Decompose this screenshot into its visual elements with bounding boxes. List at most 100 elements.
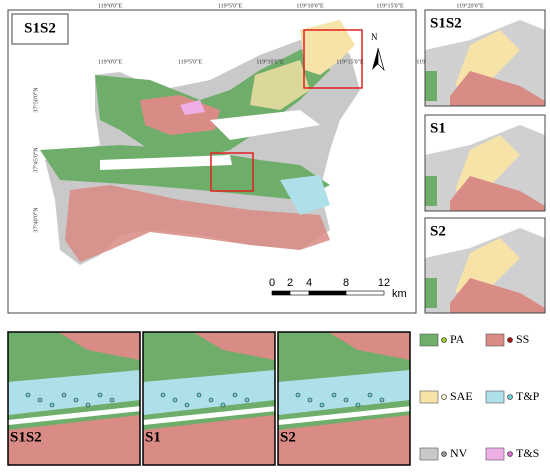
legend-dot — [507, 337, 513, 343]
top-coords: 119°0'0"E 119°5'0"E 119°10'0"E 119°15'0"E 11… — [98, 2, 484, 9]
tidal — [278, 370, 410, 415]
site — [172, 397, 178, 403]
legend-label: T&S — [516, 446, 539, 460]
salt — [450, 278, 545, 313]
panel-label: S1 — [145, 429, 161, 445]
legend-label: PA — [450, 332, 465, 346]
site — [232, 392, 238, 398]
inset-frame — [424, 114, 546, 212]
coord-label: 119°10'0"E — [256, 58, 284, 65]
legend-swatch — [419, 390, 439, 404]
site — [307, 397, 313, 403]
site — [37, 397, 43, 403]
inset-label: S1S2 — [430, 15, 462, 31]
legend-swatch — [485, 390, 505, 404]
road — [143, 406, 275, 425]
zoom-panel — [143, 332, 275, 465]
site — [184, 402, 190, 408]
site — [319, 402, 325, 408]
site — [220, 402, 226, 408]
legend-label: T&P — [516, 389, 540, 403]
panel-frame — [277, 331, 411, 466]
scale-tick: 2 — [287, 277, 293, 289]
veg — [425, 176, 437, 206]
tidal — [8, 370, 140, 415]
zoom-box — [210, 152, 254, 192]
inset — [425, 218, 545, 313]
legend-swatch — [485, 333, 505, 347]
site — [61, 392, 67, 398]
legend-dot — [507, 394, 513, 400]
zoom-panels: S1S2 S1 S2 — [7, 331, 411, 466]
salt — [143, 415, 275, 465]
coord-label: 119°5'0"E — [218, 2, 243, 9]
inset-label: S2 — [430, 223, 446, 239]
panel-frame — [142, 331, 276, 466]
site — [379, 397, 385, 403]
scale-segment — [308, 290, 347, 296]
map-label-box — [11, 13, 69, 45]
road — [278, 406, 410, 425]
site — [160, 392, 166, 398]
legend-label: NV — [450, 446, 468, 460]
site — [73, 397, 79, 403]
legend: PA SS SAE T&P NV T&S — [419, 332, 540, 461]
inset — [425, 115, 545, 211]
scale-segment — [345, 290, 385, 296]
north-arrow: N — [371, 32, 385, 72]
scale-segment — [289, 290, 310, 296]
zoom-panel — [278, 332, 410, 465]
site — [25, 392, 31, 398]
scale-tick: 4 — [306, 277, 312, 289]
inset-label: S1 — [430, 120, 446, 136]
coord-label: 119°15'0"E — [336, 58, 364, 65]
legend-dot — [441, 394, 447, 400]
scale-segment — [271, 290, 291, 296]
panel-label: S1S2 — [10, 429, 42, 445]
salt — [450, 71, 545, 106]
salt — [328, 332, 410, 360]
site — [85, 402, 91, 408]
site — [244, 397, 250, 403]
site — [49, 402, 55, 408]
legend-dot — [507, 451, 513, 457]
legend-swatch — [419, 333, 439, 347]
salt — [8, 415, 140, 465]
coord-label: 119°20'0"E — [456, 2, 484, 9]
salt — [193, 332, 275, 360]
salt — [278, 415, 410, 465]
north-label: N — [371, 32, 378, 42]
road — [8, 406, 140, 425]
salt — [450, 176, 545, 211]
site — [97, 392, 103, 398]
coord-label: 119°10'0"E — [296, 2, 324, 9]
scale-tick: 8 — [343, 277, 349, 289]
scale-unit: km — [392, 288, 407, 300]
coord-label: 119°15'0"E — [376, 2, 404, 9]
inset — [425, 10, 545, 106]
site — [343, 397, 349, 403]
legend-dot — [441, 451, 447, 457]
zoom-box — [303, 29, 363, 89]
map-body — [40, 20, 360, 265]
salt — [58, 332, 140, 360]
scale-tick: 12 — [378, 277, 390, 289]
legend-swatch — [419, 447, 439, 461]
inset-frame — [424, 9, 546, 107]
coord-label: 37°45'0"N — [32, 147, 39, 173]
coord-label: 37°50'0"N — [32, 87, 39, 113]
veg — [425, 71, 437, 101]
scale-tick: 0 — [269, 277, 275, 289]
legend-label: SS — [516, 332, 529, 346]
site — [196, 392, 202, 398]
legend-label: SAE — [450, 389, 473, 403]
site — [355, 402, 361, 408]
site — [367, 392, 373, 398]
coord-label: 119°5'0"E — [178, 58, 203, 65]
site — [208, 397, 214, 403]
site — [295, 392, 301, 398]
